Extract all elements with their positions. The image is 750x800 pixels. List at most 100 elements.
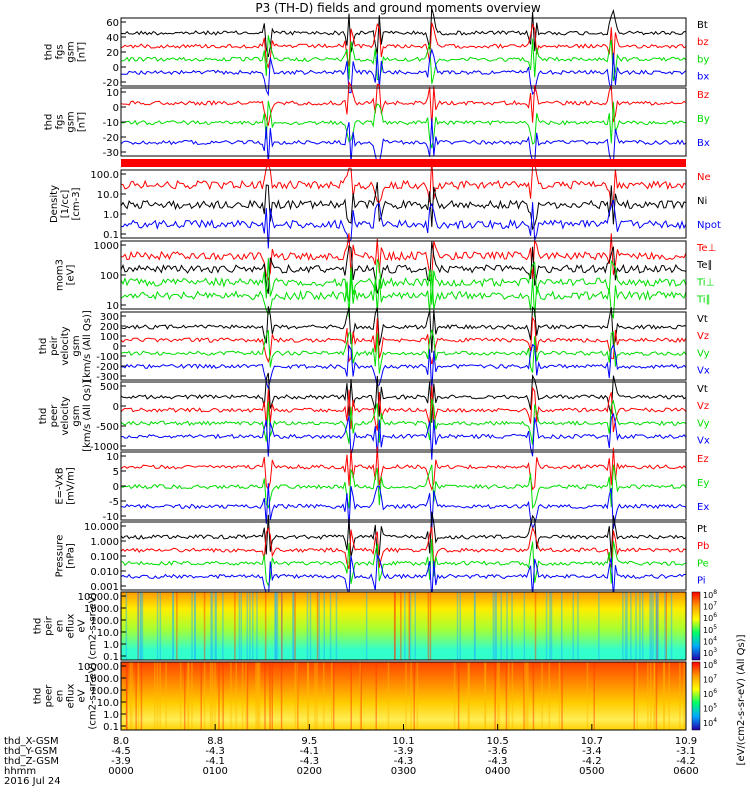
- spectrogram-streak: [647, 662, 649, 730]
- spectrogram-streak: [252, 592, 254, 660]
- series-line-Pe: [120, 538, 687, 587]
- y-tick-label: 0.1: [103, 722, 119, 733]
- y-tick-label: 1000.0: [84, 604, 119, 615]
- legend-entry-Vt: Vt: [697, 314, 708, 325]
- y-tick-label: -10: [103, 512, 119, 523]
- spectrogram-streak: [280, 662, 283, 730]
- spectrogram-streak: [360, 662, 362, 730]
- colorbar-tick-exponent: 8: [713, 589, 717, 596]
- spectrogram-streak: [523, 662, 525, 730]
- spectrogram-streak: [306, 592, 309, 660]
- y-tick-label: -20: [103, 78, 119, 89]
- spectrogram-streak: [394, 592, 396, 660]
- panel-frame: [120, 169, 687, 239]
- spectrogram-streak: [663, 662, 666, 730]
- series-line-Vt: [120, 306, 687, 353]
- series-line-Ez: [120, 446, 687, 492]
- series-line-Pt: [120, 511, 687, 560]
- spectrogram-streak: [135, 662, 137, 730]
- panel-frame: [120, 521, 687, 591]
- y-tick-label: 100.0: [90, 616, 119, 627]
- spectrogram-streak: [492, 592, 495, 660]
- y-tick-label: 5: [113, 467, 119, 478]
- spectrogram-streak: [215, 592, 217, 660]
- series-line-Pi: [120, 553, 687, 601]
- y-axis-label-line: fgs: [55, 44, 66, 59]
- legend-entry-Ni: Ni: [697, 196, 707, 207]
- colorbar-tick-label: 104: [703, 635, 717, 646]
- spectrogram-streak: [331, 662, 333, 730]
- legend-entry-Vx: Vx: [697, 365, 710, 376]
- ephemeris-value: 0400: [485, 766, 510, 777]
- y-axis-label: thdpeervelocitygsm[km/s (All Qs)]: [38, 380, 93, 452]
- panel-frame: [120, 17, 687, 87]
- colorbar-tick-label: 106: [703, 688, 717, 699]
- y-axis-label-line: peer: [49, 404, 60, 428]
- series-line-Vx: [120, 412, 687, 460]
- spectrogram-streak: [655, 592, 657, 660]
- spectrogram-streak: [665, 592, 667, 660]
- panel-pressure: 10.0001.0000.1000.0100.001Pressure[nPa]P…: [55, 511, 709, 601]
- spectrogram-streak: [393, 592, 396, 660]
- spectrogram-streak: [274, 592, 276, 660]
- spectrogram-streak: [468, 662, 470, 730]
- series-line-bz: [120, 22, 687, 70]
- spectrogram-streak: [653, 662, 655, 730]
- panel-peer-spec: 10810710610510410000.01000.0100.010.01.0…: [33, 634, 748, 765]
- legend-entry-Ti∥: Ti∥: [696, 294, 711, 305]
- spectrogram-streak: [281, 592, 283, 660]
- y-tick-label: -10: [103, 118, 119, 129]
- spectrogram-streak: [297, 662, 299, 730]
- series-line-Pb: [120, 526, 687, 570]
- legend-entry-Bt: Bt: [697, 20, 708, 31]
- y-tick-label: 0.001: [90, 582, 119, 593]
- spectrogram-streak: [256, 592, 258, 660]
- panels-group: 6040200-20thdfgsgsm[nT]Btbzbybx100-10-20…: [33, 8, 748, 765]
- y-tick-label: 0: [113, 103, 119, 114]
- x-axis-ephemeris: thd_X-GSM 8.0 8.8 9.5 10.1 10.5 10.7 10.9 thd_Y-…: [4, 724, 699, 787]
- y-axis-label-line: mom3: [55, 259, 66, 291]
- spectrogram-streak: [234, 592, 236, 660]
- y-tick-label: 10000.0: [78, 592, 119, 603]
- spectrogram-streak: [139, 592, 142, 660]
- ephemeris-value: -3.4: [582, 746, 602, 757]
- legend-entry-Vz: Vz: [697, 331, 709, 342]
- ephemeris-value: 0000: [108, 766, 133, 777]
- spectrogram-streak: [523, 592, 526, 660]
- spectrogram-streak: [264, 662, 266, 730]
- colorbar-tick-label: 105: [703, 624, 717, 635]
- y-axis-label: thdpeerenefluxeV(cm2-s-sr-eV): [33, 662, 99, 729]
- spectrogram-streak: [511, 662, 514, 730]
- y-axis-label-line: eV: [77, 619, 88, 632]
- spectrogram-streak: [179, 662, 182, 730]
- spectrogram-streak: [679, 662, 681, 730]
- ephemeris-value: -4.3: [205, 746, 225, 757]
- spectrogram-streak: [375, 662, 377, 730]
- spectrogram-streak: [294, 662, 296, 730]
- colorbar-tick-exponent: 4: [713, 635, 717, 642]
- spectrogram-streak: [156, 662, 159, 730]
- y-tick-label: 1000.0: [84, 674, 119, 685]
- spectrogram-streak: [577, 592, 579, 660]
- spectrogram-streak: [365, 592, 368, 660]
- legend-entry-Vy: Vy: [697, 348, 710, 359]
- spectrogram-streak: [653, 662, 656, 730]
- spectrogram-streak: [292, 592, 295, 660]
- ephemeris-value: 10.9: [675, 736, 697, 747]
- spectrogram-streak: [187, 662, 190, 730]
- colorbar-tick-label: 103: [703, 647, 717, 658]
- ephemeris-value: -3.6: [488, 746, 508, 757]
- legend-entry-bz: bz: [697, 37, 709, 48]
- spectrogram-streak: [335, 592, 338, 660]
- ephemeris-row-label: hhmm: [4, 766, 36, 777]
- spectrogram-streak: [657, 592, 659, 660]
- y-tick-label: 0.1: [103, 652, 119, 663]
- spectrogram-streak: [474, 592, 476, 660]
- spectrogram-streak: [154, 662, 156, 730]
- series-line-Te∥: [120, 241, 687, 294]
- legend-entry-Bz: Bz: [697, 90, 709, 101]
- spectrogram-image: [121, 592, 686, 660]
- series-line-By: [120, 100, 687, 149]
- ephemeris-row-label: thd_X-GSM: [4, 736, 59, 747]
